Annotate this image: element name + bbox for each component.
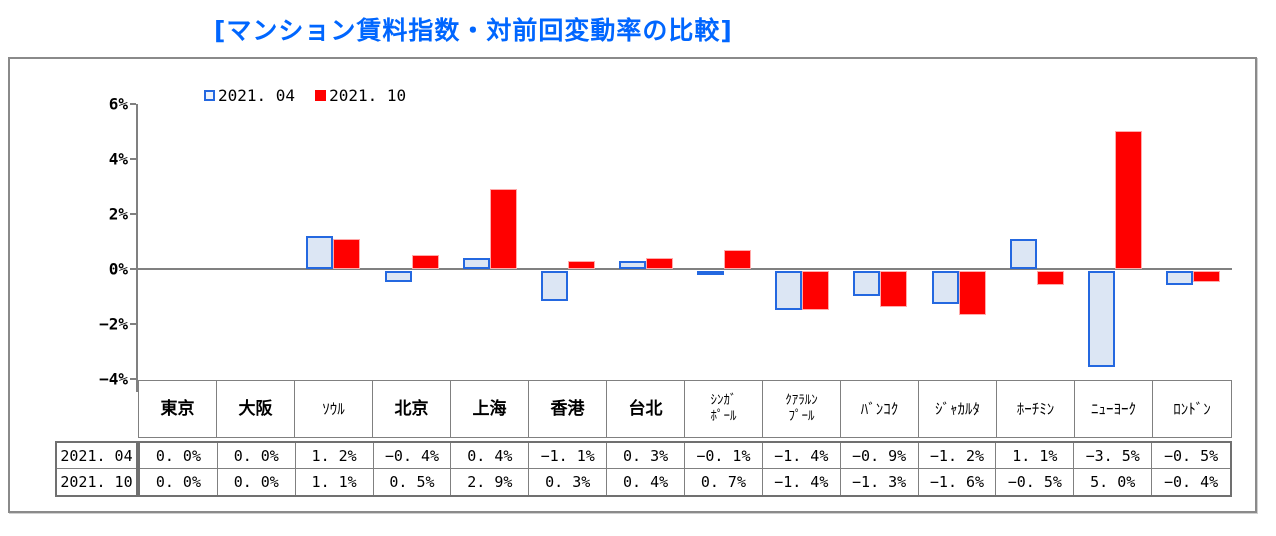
legend-label-2021-10: 2021. 10 bbox=[329, 85, 407, 105]
page-title: [マンション賃料指数・対前回変動率の比較] bbox=[214, 16, 733, 45]
table-cell: 0. 4% bbox=[451, 443, 530, 469]
y-tick-label: −2% bbox=[99, 314, 128, 334]
y-tick-mark bbox=[130, 323, 136, 325]
legend-item-2021-04: 2021. 04 bbox=[204, 86, 295, 105]
series2-swatch-icon bbox=[315, 89, 327, 101]
table-col-header: 大阪 bbox=[217, 381, 295, 437]
legend-item-2021-10: 2021. 10 bbox=[315, 86, 406, 105]
table-cell: 0. 7% bbox=[685, 469, 763, 495]
y-tick-mark bbox=[130, 378, 136, 380]
table-col-header: 台北 bbox=[607, 381, 685, 437]
table-col-header: ｼﾝｶﾞ ﾎﾟｰﾙ bbox=[685, 381, 763, 437]
table-cell: 0. 0% bbox=[218, 469, 296, 495]
table-col-header: ｼﾞｬｶﾙﾀ bbox=[919, 381, 997, 437]
table-cell: 0. 5% bbox=[374, 469, 452, 495]
table-cell: 5. 0% bbox=[1074, 469, 1153, 495]
table-header-row: 東京 大阪 ｿｳﾙ 北京 上海 香港 台北 ｼﾝｶﾞ ﾎﾟｰﾙ ｸｱﾗﾙﾝ ﾌﾟｰﾙ ﾊﾞﾝｺｸｼ… bbox=[138, 380, 1232, 438]
table-cell: 1. 2% bbox=[295, 443, 374, 469]
y-tick-label: 0% bbox=[108, 259, 128, 279]
table-col-header: 上海 bbox=[451, 381, 529, 437]
y-tick-mark bbox=[130, 213, 136, 215]
table-col-header: ｿｳﾙ bbox=[295, 381, 373, 437]
table-col-header: 北京 bbox=[373, 381, 451, 437]
table-cell: −0. 1% bbox=[684, 443, 763, 469]
table-cell: −1. 4% bbox=[763, 469, 841, 495]
y-tick-mark bbox=[130, 158, 136, 160]
y-tick-label: 4% bbox=[108, 149, 128, 169]
table-cell: 0. 4% bbox=[607, 469, 685, 495]
table-cell: 0. 3% bbox=[607, 443, 685, 469]
y-axis-line bbox=[136, 104, 138, 392]
table-cell: −1. 3% bbox=[841, 469, 919, 495]
table-cell: 0. 0% bbox=[217, 443, 296, 469]
table-data-grid: 0. 0% 0. 0% 1. 2% −0. 4% 0. 4% −1. 1% 0. 3% −0.… bbox=[138, 441, 1232, 497]
table-cell: 2. 9% bbox=[451, 469, 530, 495]
chart-legend: 2021. 04 2021. 10 bbox=[204, 86, 406, 105]
table-cell: 0. 0% bbox=[140, 469, 218, 495]
table-row-label: 2021. 04 bbox=[57, 443, 136, 469]
table-cell: −0. 9% bbox=[840, 443, 919, 469]
table-col-header: ﾆｭｰﾖｰｸ bbox=[1075, 381, 1153, 437]
table-col-header: ﾎｰﾁﾐﾝ bbox=[997, 381, 1075, 437]
y-tick-mark bbox=[130, 103, 136, 105]
table-cell: 1. 1% bbox=[296, 469, 374, 495]
table-cell: −0. 5% bbox=[996, 469, 1075, 495]
table-col-header: ﾛﾝﾄﾞﾝ bbox=[1173, 400, 1211, 418]
series1-swatch-icon bbox=[204, 89, 215, 101]
table-cell: −0. 5% bbox=[1152, 443, 1230, 469]
table-cell: −1. 4% bbox=[762, 443, 841, 469]
table-cell: −0. 4% bbox=[1163, 473, 1219, 491]
y-tick-label: 6% bbox=[108, 94, 128, 114]
y-tick-mark bbox=[130, 268, 136, 270]
zero-gridline bbox=[138, 268, 1232, 270]
table-col-header: 東京 bbox=[139, 381, 217, 437]
table-col-header: 香港 bbox=[529, 381, 607, 437]
table-cell: 0. 3% bbox=[529, 469, 608, 495]
table-cell: 0. 0% bbox=[140, 443, 218, 469]
table-row-label: 2021. 10 bbox=[60, 473, 133, 491]
table-cell: −1. 6% bbox=[919, 469, 997, 495]
table-row-labels: 2021. 04 2021. 10 bbox=[55, 441, 138, 497]
table-cell: 1. 1% bbox=[996, 443, 1075, 469]
table-cell: −1. 2% bbox=[918, 443, 997, 469]
y-tick-label: 2% bbox=[108, 204, 128, 224]
legend-label-2021-04: 2021. 04 bbox=[218, 85, 296, 105]
y-tick-label: −4% bbox=[99, 369, 128, 389]
table-cell: −0. 4% bbox=[373, 443, 452, 469]
table-cell: −1. 1% bbox=[529, 443, 608, 469]
table-col-header: ﾊﾞﾝｺｸ bbox=[841, 381, 919, 437]
table-col-header: ｸｱﾗﾙﾝ ﾌﾟｰﾙ bbox=[763, 381, 841, 437]
table-cell: −3. 5% bbox=[1074, 443, 1153, 469]
